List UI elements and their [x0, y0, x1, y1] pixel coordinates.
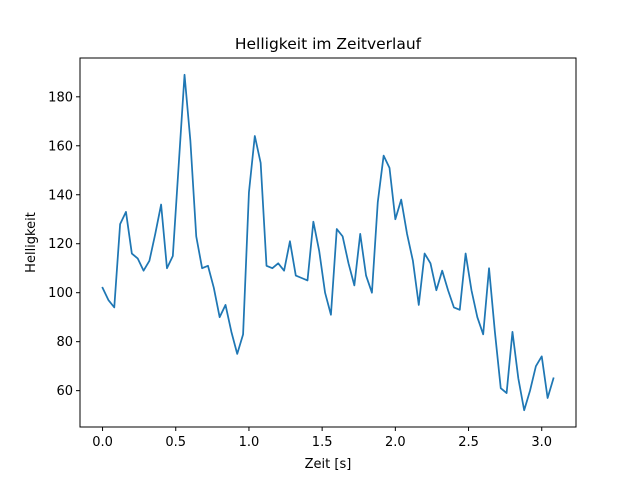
chart-title: Helligkeit im Zeitverlauf [235, 35, 422, 53]
x-tick-label: 2.5 [458, 435, 479, 450]
y-tick-label: 120 [48, 237, 73, 252]
y-tick-label: 100 [48, 286, 73, 301]
plot-area [101, 73, 555, 412]
x-tick-label: 2.0 [385, 435, 406, 450]
x-tick-label: 0.0 [92, 435, 113, 450]
x-tick-label: 3.0 [531, 435, 552, 450]
x-tick-label: 1.5 [312, 435, 333, 450]
x-axis-label: Zeit [s] [305, 457, 352, 472]
y-axis-ticks: 60 80 100 120 140 160 180 [48, 90, 80, 399]
y-axis-label: Helligkeit [24, 212, 39, 273]
x-tick-label: 1.0 [239, 435, 260, 450]
y-tick-label: 180 [48, 90, 73, 105]
y-tick-label: 60 [56, 384, 73, 399]
y-tick-label: 80 [56, 335, 73, 350]
axes-frame [79, 57, 577, 428]
x-axis-ticks: 0.0 0.5 1.0 1.5 2.0 2.5 3.0 [92, 427, 552, 450]
y-tick-label: 140 [48, 188, 73, 203]
x-tick-label: 0.5 [165, 435, 186, 450]
series-line [101, 73, 555, 412]
y-tick-label: 160 [48, 139, 73, 154]
